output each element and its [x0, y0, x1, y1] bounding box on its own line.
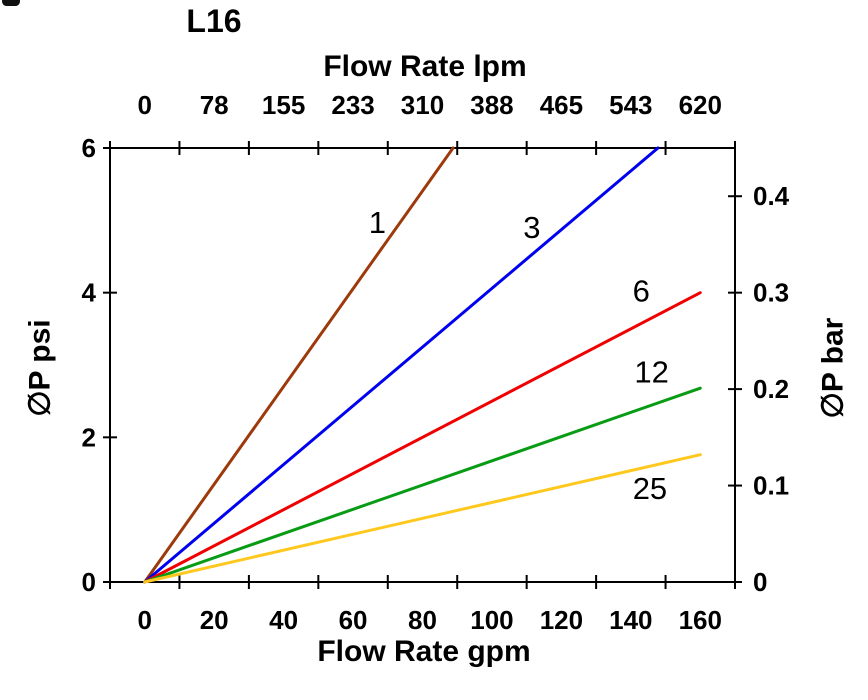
series-line-12 — [143, 386, 702, 584]
series-label-12: 12 — [634, 355, 668, 390]
right-axis-tick-label: 0.2 — [753, 374, 789, 404]
series-label-3: 3 — [523, 210, 540, 245]
bottom-axis-tick-label: 100 — [470, 605, 513, 635]
top-axis-tick-label: 310 — [401, 90, 444, 120]
right-axis-tick-label: 0.1 — [753, 471, 789, 501]
bottom-axis-tick-label: 140 — [609, 605, 652, 635]
series-line-1 — [143, 146, 455, 584]
series-line-6 — [143, 291, 702, 584]
bottom-axis-tick-label: 160 — [679, 605, 722, 635]
left-axis-tick-label: 4 — [82, 278, 97, 308]
series-label-25: 25 — [633, 471, 667, 506]
chart-title: L16 — [186, 3, 242, 39]
top-axis-tick-label: 620 — [679, 90, 722, 120]
top-axis-tick-label: 0 — [137, 90, 151, 120]
top-axis-tick-label: 233 — [331, 90, 374, 120]
series-label-6: 6 — [633, 274, 650, 309]
plot-frame — [109, 147, 736, 583]
right-axis-tick-label: 0 — [753, 567, 767, 597]
bottom-axis-tick-label: 20 — [200, 605, 229, 635]
top-axis-tick-label: 543 — [609, 90, 652, 120]
bottom-axis-tick-label: 120 — [540, 605, 583, 635]
right-axis-tick-label: 0.3 — [753, 278, 789, 308]
top-axis-title: Flow Rate lpm — [323, 50, 527, 83]
top-axis-tick-label: 78 — [200, 90, 229, 120]
right-axis-tick-label: 0.4 — [753, 181, 790, 211]
top-axis-tick-label: 155 — [262, 90, 305, 120]
cropped-text-artifact — [2, 0, 20, 6]
left-axis-tick-label: 2 — [82, 422, 96, 452]
bottom-axis-title: Flow Rate gpm — [317, 635, 531, 668]
series-label-1: 1 — [369, 205, 386, 240]
top-axis-tick-label: 388 — [470, 90, 513, 120]
series-line-3 — [143, 146, 660, 584]
left-axis-tick-label: 6 — [82, 133, 96, 163]
left-axis-tick-label: 0 — [82, 567, 96, 597]
bottom-axis-tick-label: 80 — [408, 605, 437, 635]
series-line-25 — [143, 453, 702, 584]
bottom-axis-tick-label: 40 — [269, 605, 298, 635]
bottom-axis-tick-label: 60 — [339, 605, 368, 635]
top-axis-tick-label: 465 — [540, 90, 583, 120]
bottom-axis-tick-label: 0 — [137, 605, 151, 635]
